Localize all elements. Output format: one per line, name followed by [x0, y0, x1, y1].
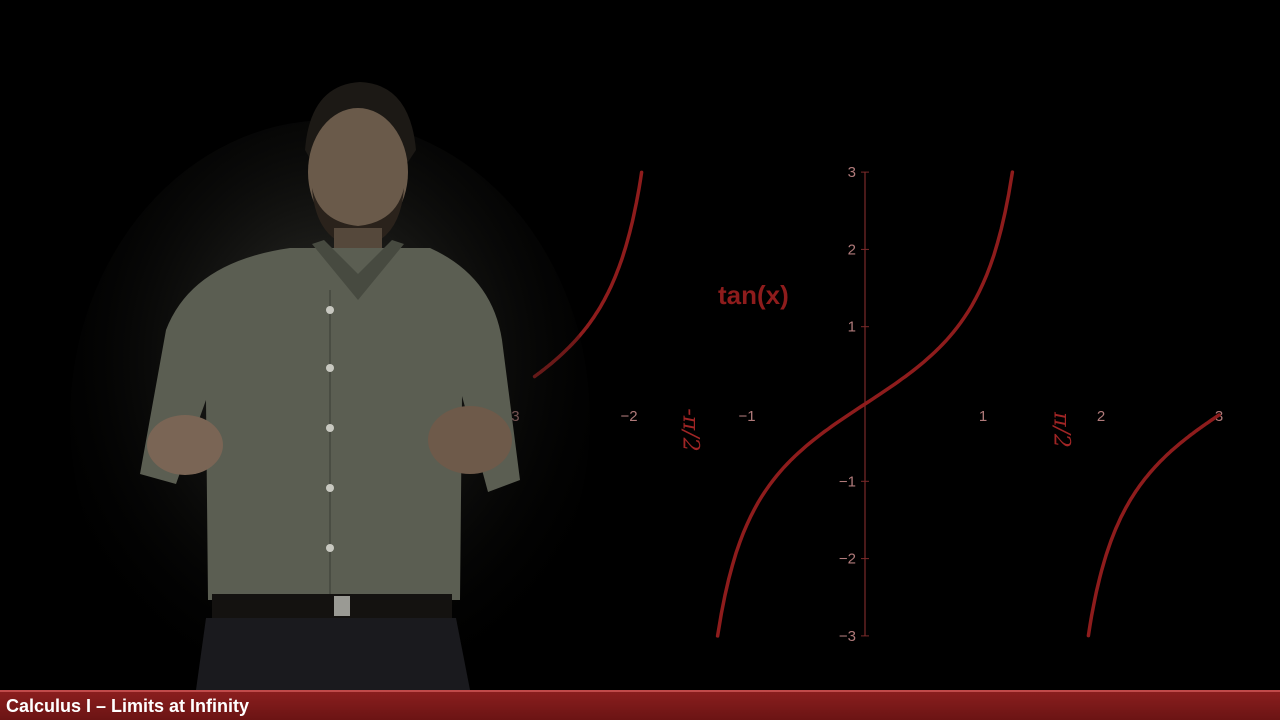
x-tick-label: 1: [979, 408, 987, 425]
x-tick-label: 2: [1097, 408, 1105, 425]
x-tick-label: −1: [738, 408, 755, 425]
y-tick-label: −2: [839, 551, 856, 568]
y-tick-label: −3: [839, 628, 856, 645]
tan-branch-3: [1086, 413, 1221, 638]
asymptote-mark-2: π/2: [1048, 411, 1073, 448]
function-label: tan(x): [718, 280, 789, 310]
y-tick-label: 2: [848, 241, 856, 258]
asymptote-mark-1: -π/2: [678, 408, 703, 451]
y-tick-label: 1: [848, 319, 856, 336]
y-tick-label: −1: [839, 473, 856, 490]
handwritten-notes: -π/2 π/2: [678, 408, 1074, 451]
tan-branch-2: [715, 170, 1015, 638]
x-tick-label: −2: [620, 408, 637, 425]
labels: tan(x): [718, 280, 789, 310]
y-tick-label: 3: [848, 164, 856, 181]
lecture-title-bar: Calculus I – Limits at Infinity: [0, 690, 1280, 720]
tan-curves: [532, 170, 1221, 638]
lecture-title: Calculus I – Limits at Infinity: [6, 696, 250, 716]
presenter: [70, 82, 590, 690]
